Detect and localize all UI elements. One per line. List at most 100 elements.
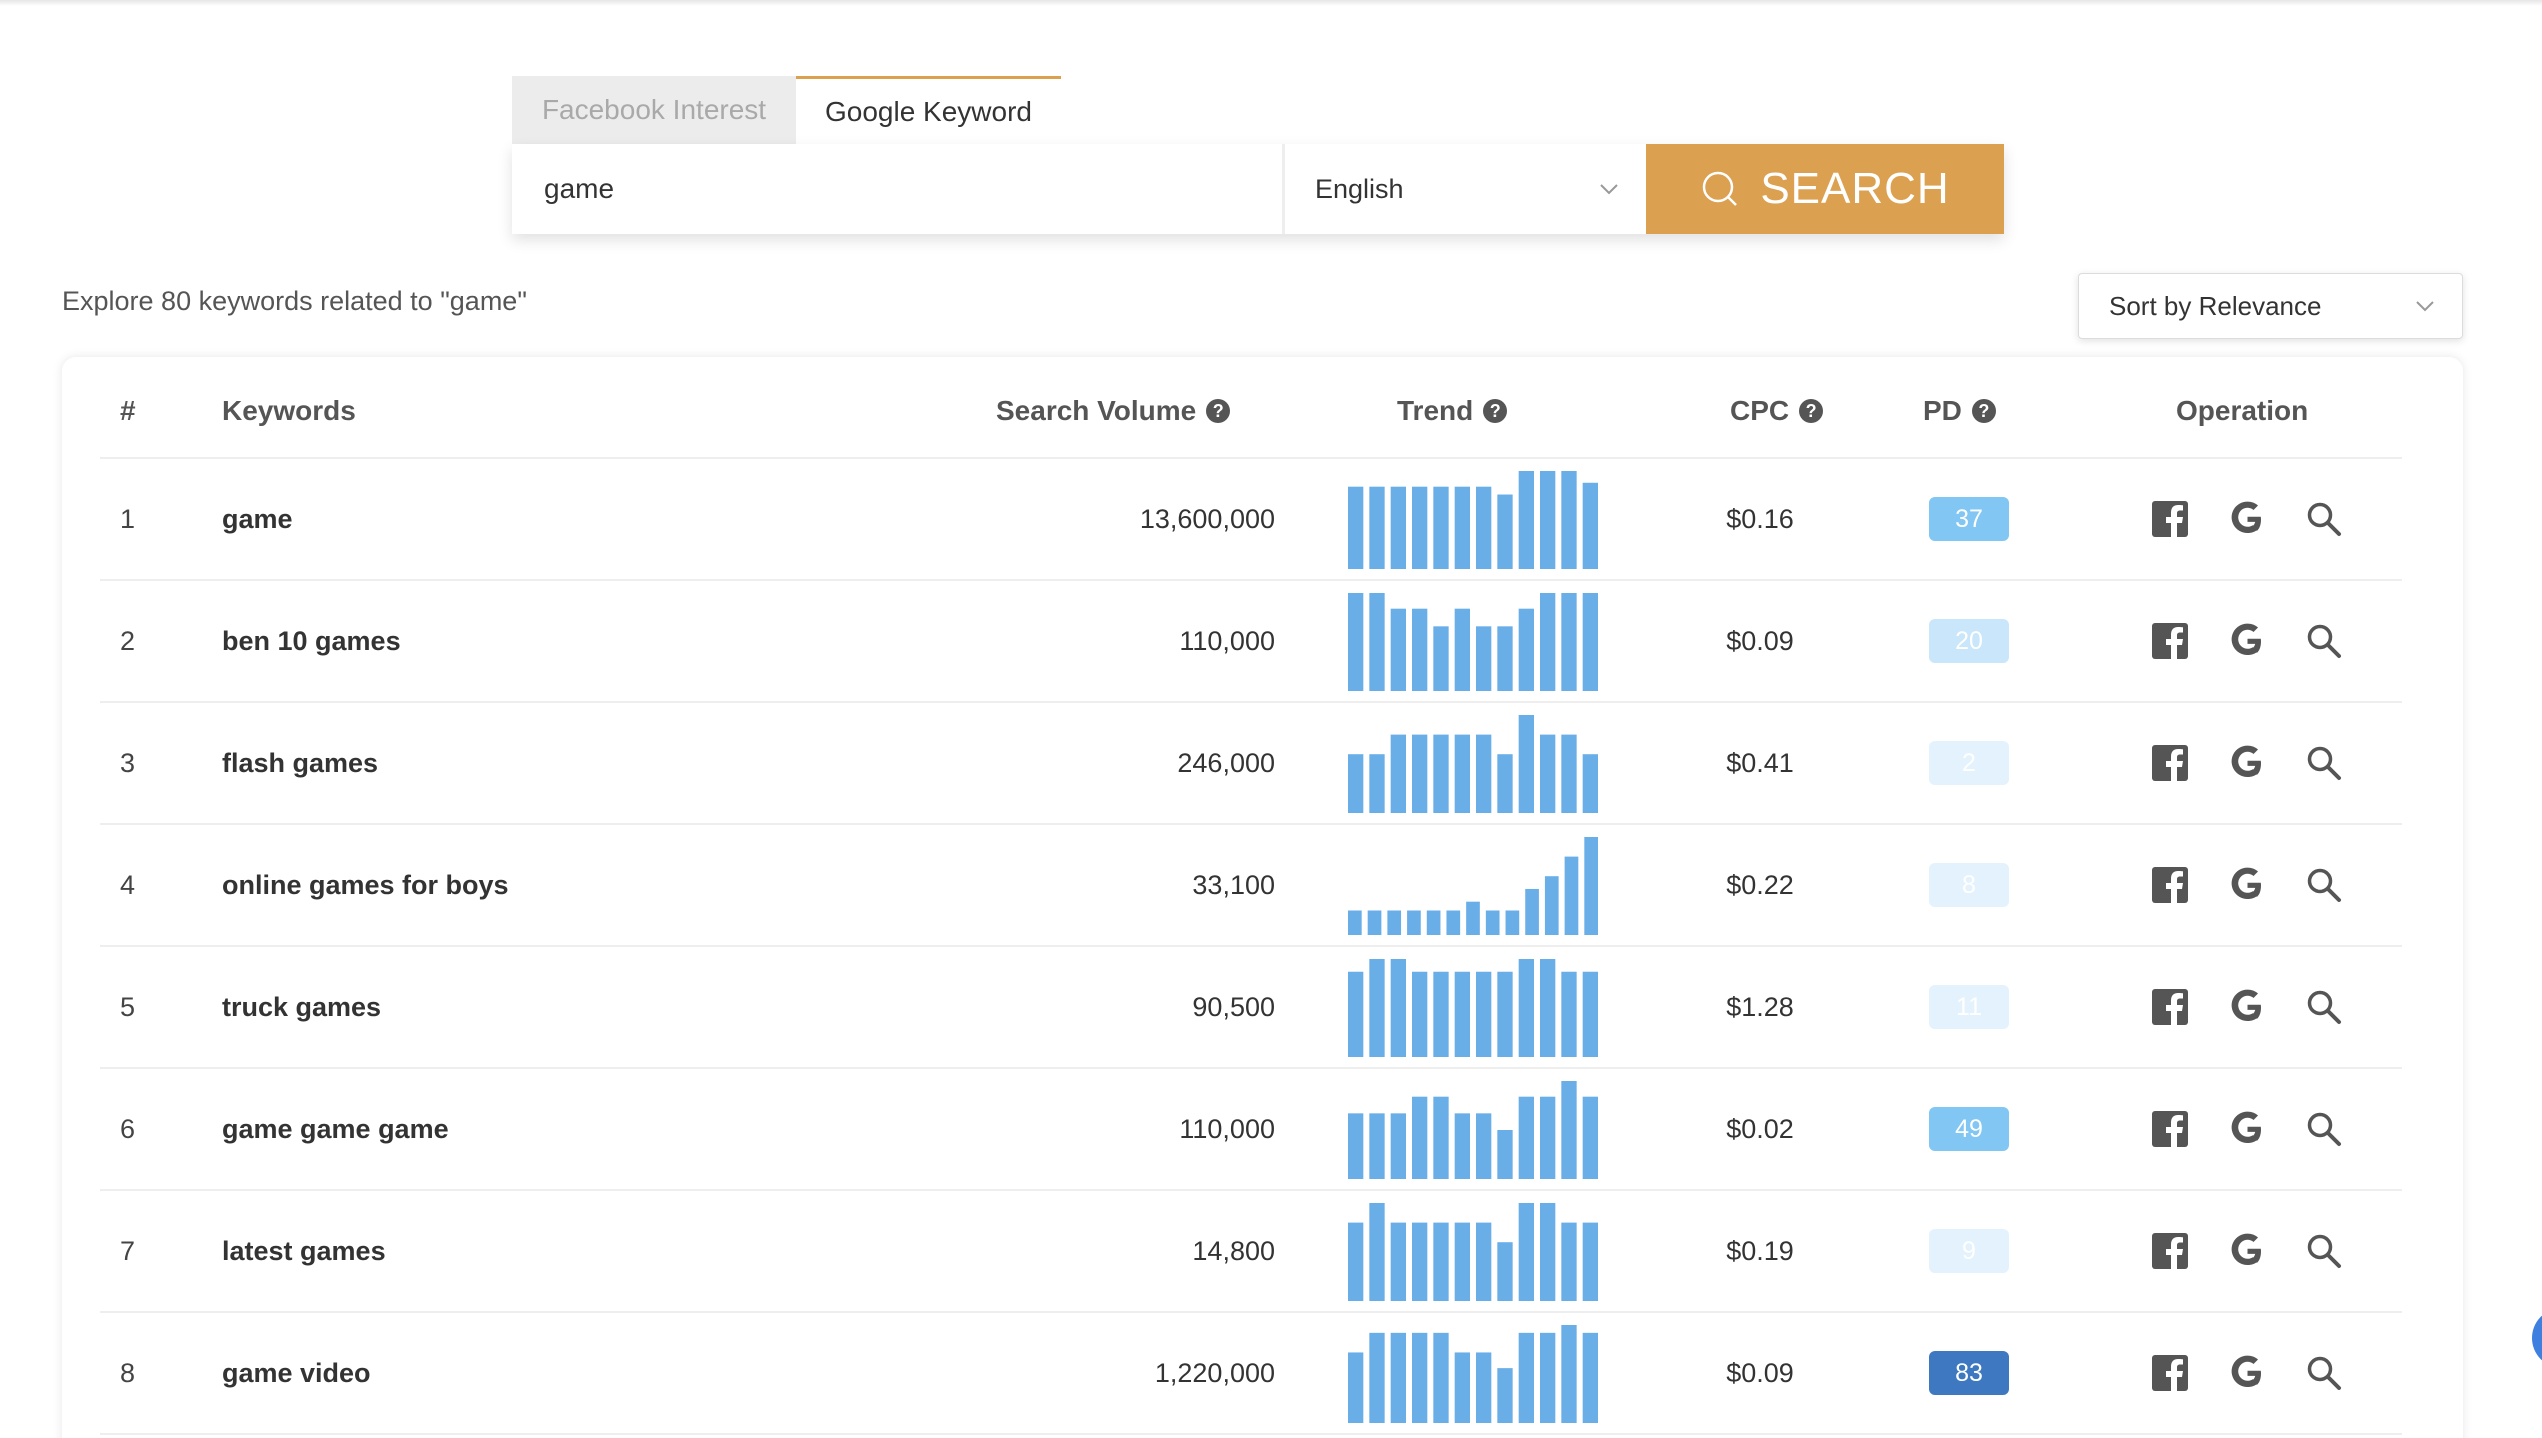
header-keywords: Keywords <box>222 395 356 427</box>
trend-bar <box>1497 1130 1513 1179</box>
search-icon[interactable] <box>2304 1353 2344 1393</box>
trend-bar <box>1518 1096 1534 1179</box>
pd-badge: 20 <box>1929 619 2009 663</box>
search-icon[interactable] <box>2304 499 2344 539</box>
google-icon[interactable] <box>2227 1231 2267 1271</box>
help-icon[interactable]: ? <box>1483 399 1508 423</box>
row-trend-chart <box>1348 1325 1598 1423</box>
facebook-icon[interactable] <box>2150 1231 2190 1271</box>
trend-bar <box>1518 471 1534 569</box>
row-pd: 83 <box>1929 1313 2009 1433</box>
trend-bar <box>1561 1081 1577 1179</box>
help-icon[interactable]: ? <box>1206 399 1231 423</box>
row-pd: 11 <box>1929 947 2009 1067</box>
trend-bar <box>1454 486 1470 569</box>
trend-bar <box>1390 959 1406 1057</box>
search-icon[interactable] <box>2304 621 2344 661</box>
search-icon[interactable] <box>2304 1109 2344 1149</box>
row-cpc: $0.19 <box>1726 1235 1794 1266</box>
google-icon[interactable] <box>2227 621 2267 661</box>
search-icon[interactable] <box>2304 865 2344 905</box>
row-number: 1 <box>120 503 136 534</box>
google-icon[interactable] <box>2227 743 2267 783</box>
google-icon[interactable] <box>2227 1109 2267 1149</box>
row-number: 3 <box>120 747 136 778</box>
trend-bar <box>1476 1352 1492 1423</box>
pd-badge: 11 <box>1929 985 2009 1029</box>
row-number: 4 <box>120 869 136 900</box>
search-button-label: SEARCH <box>1760 164 1950 213</box>
search-divider <box>1282 144 1285 234</box>
header-trend: Trend ? <box>1397 395 1508 427</box>
google-icon[interactable] <box>2227 865 2267 905</box>
facebook-icon[interactable] <box>2150 743 2190 783</box>
header-operation-label: Operation <box>2176 395 2309 426</box>
row-cpc: $0.41 <box>1726 747 1794 778</box>
trend-bar <box>1540 1332 1556 1423</box>
table-row: 1 game 13,600,000 $0.16 37 <box>100 459 2402 581</box>
header-search-volume: Search Volume ? <box>996 395 1231 427</box>
header-trend-label: Trend <box>1397 395 1474 426</box>
trend-bar <box>1561 971 1577 1057</box>
trend-bar <box>1476 1222 1492 1301</box>
search-icon[interactable] <box>2304 1231 2344 1271</box>
trend-bar <box>1564 856 1579 935</box>
chat-launcher-button[interactable] <box>2532 1308 2542 1368</box>
trend-bar <box>1582 971 1598 1057</box>
header-pd: PD ? <box>1923 395 1996 427</box>
google-icon[interactable] <box>2227 499 2267 539</box>
row-search-volume: 110,000 <box>1179 1113 1275 1144</box>
row-pd: 9 <box>1929 1191 2009 1311</box>
row-keyword: truck games <box>222 991 382 1022</box>
trend-bar <box>1505 910 1520 935</box>
trend-bar <box>1582 482 1598 569</box>
tab-facebook-interest[interactable]: Facebook Interest <box>512 76 796 144</box>
trend-bar <box>1497 1368 1513 1423</box>
help-icon[interactable]: ? <box>1971 399 1996 423</box>
header-cpc: CPC ? <box>1730 395 1824 427</box>
trend-bar <box>1454 734 1470 813</box>
trend-bar <box>1369 1332 1385 1423</box>
row-trend-chart <box>1348 959 1598 1057</box>
facebook-icon[interactable] <box>2150 499 2190 539</box>
help-icon[interactable]: ? <box>1799 399 1824 423</box>
row-pd: 8 <box>1929 825 2009 945</box>
keyword-search-input[interactable] <box>512 144 1282 234</box>
trend-bar <box>1412 971 1428 1057</box>
tab-google-keyword[interactable]: Google Keyword <box>796 76 1061 144</box>
trend-bar <box>1540 593 1556 691</box>
trend-bar <box>1476 626 1492 691</box>
trend-bar <box>1466 901 1480 935</box>
row-keyword: latest games <box>222 1235 386 1266</box>
google-icon[interactable] <box>2227 987 2267 1027</box>
row-trend-chart <box>1348 593 1598 691</box>
trend-bar <box>1446 910 1461 935</box>
search-icon[interactable] <box>2304 987 2344 1027</box>
row-number: 6 <box>120 1113 136 1144</box>
row-pd: 20 <box>1929 581 2009 701</box>
facebook-icon[interactable] <box>2150 987 2190 1027</box>
row-search-volume: 90,500 <box>1192 991 1275 1022</box>
search-icon[interactable] <box>2304 743 2344 783</box>
trend-bar <box>1454 608 1470 691</box>
facebook-icon[interactable] <box>2150 865 2190 905</box>
facebook-icon[interactable] <box>2150 621 2190 661</box>
table-row: 4 online games for boys 33,100 $0.22 8 <box>100 825 2402 947</box>
trend-bar <box>1518 715 1534 813</box>
trend-bar <box>1476 486 1492 569</box>
language-select[interactable]: English <box>1285 144 1646 234</box>
row-search-volume: 110,000 <box>1179 625 1275 656</box>
row-trend-chart <box>1348 715 1598 813</box>
table-row: 8 game video 1,220,000 $0.09 83 <box>100 1313 2402 1435</box>
google-icon[interactable] <box>2227 1353 2267 1393</box>
facebook-icon[interactable] <box>2150 1109 2190 1149</box>
search-button[interactable]: SEARCH <box>1646 144 2004 234</box>
trend-bar <box>1412 1222 1428 1301</box>
sort-select[interactable]: Sort by Relevance <box>2078 273 2463 339</box>
header-operation: Operation <box>2176 395 2308 427</box>
trend-bar <box>1433 1096 1449 1179</box>
trend-bar <box>1476 1113 1492 1179</box>
row-operations <box>2150 947 2380 1067</box>
trend-bar <box>1433 1332 1449 1423</box>
facebook-icon[interactable] <box>2150 1353 2190 1393</box>
